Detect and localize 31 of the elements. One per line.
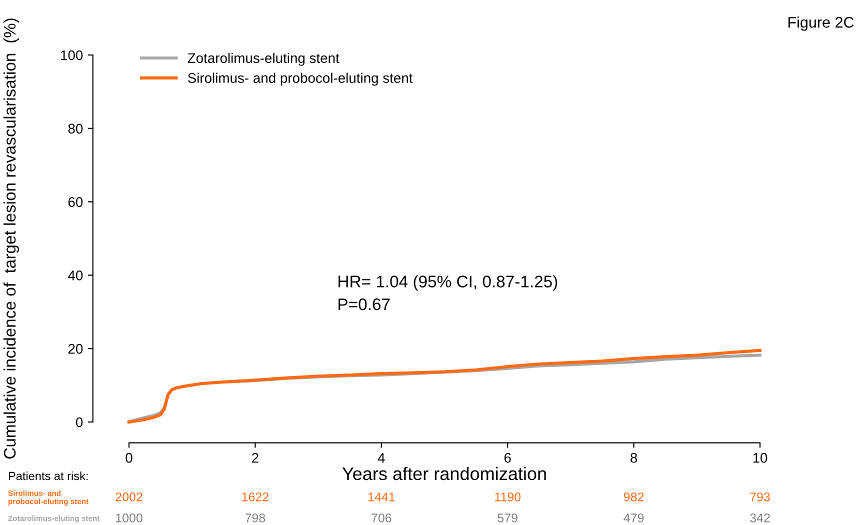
legend-label: Zotarolimus-eluting stent [188, 52, 340, 66]
x-tick-label: 0 [126, 452, 132, 463]
y-tick-label: 60 [68, 197, 83, 207]
x-axis-title: Years after randomization [342, 466, 546, 480]
text: 2002 [116, 492, 142, 502]
text: 579 [498, 514, 518, 522]
x-tick-label: 10 [753, 452, 768, 463]
x-tick-label: 8 [630, 452, 638, 463]
y-tick-label: 20 [68, 344, 83, 354]
text: 342 [750, 514, 770, 522]
caption: Figure 2C [788, 16, 854, 31]
text: 982 [624, 492, 644, 502]
text: 798 [245, 514, 266, 522]
text: Patients at risk: [8, 471, 88, 480]
text: 793 [750, 492, 770, 502]
text: 706 [372, 514, 392, 522]
text: 479 [624, 514, 644, 522]
annotation: HR= 1.04 (95% CI, 0.87-1.25) P=0.67 [338, 275, 558, 310]
legend-label: Sirolimus- and probocol-eluting stent [188, 72, 413, 86]
text: 1622 [242, 492, 268, 502]
x-tick-label: 4 [378, 453, 385, 463]
x-tick-label: 6 [504, 452, 511, 463]
y-axis-title: Cumulative incidence of target lesion revascularisation (%) [3, 18, 19, 459]
x-tick-label: 2 [252, 452, 258, 463]
text: 1000 [116, 514, 142, 522]
y-tick-label: 0 [76, 417, 83, 428]
y-tick-label: 80 [68, 124, 83, 134]
text: 1190 [495, 492, 521, 502]
y-tick-label: 40 [68, 270, 83, 280]
y-tick-label: 100 [61, 50, 83, 60]
text: 1441 [368, 492, 395, 502]
